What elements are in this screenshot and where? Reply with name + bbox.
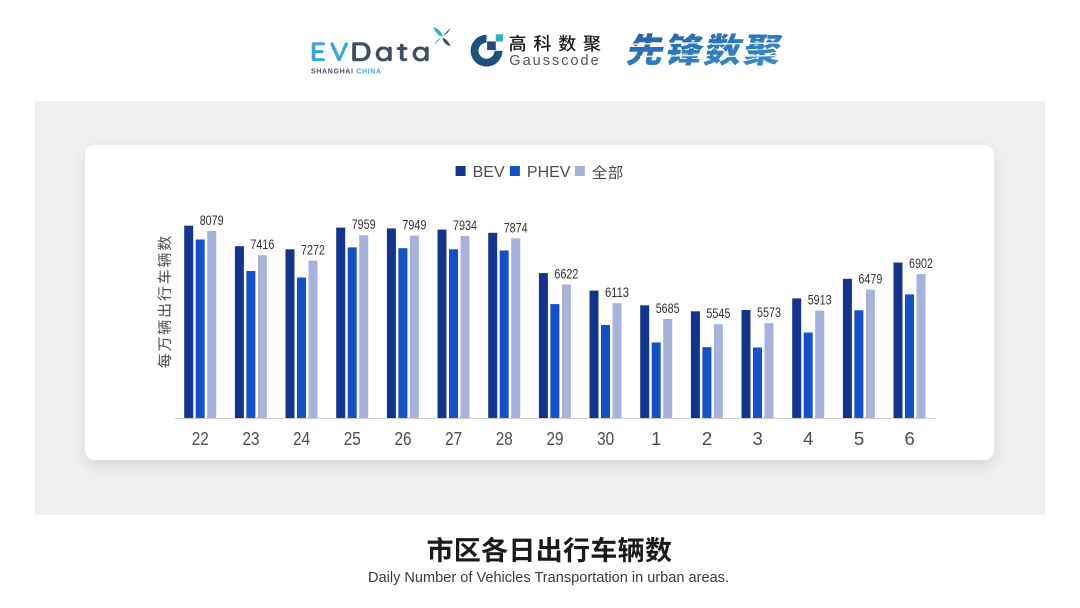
svg-text:5913: 5913 (808, 293, 832, 308)
svg-text:Gausscode: Gausscode (509, 53, 600, 69)
svg-text:29: 29 (547, 428, 564, 449)
svg-text:BEV: BEV (473, 164, 505, 181)
svg-text:28: 28 (496, 428, 513, 449)
svg-text:27: 27 (445, 428, 462, 449)
svg-text:8079: 8079 (200, 213, 224, 228)
svg-text:30: 30 (597, 428, 614, 449)
svg-text:6113: 6113 (605, 285, 629, 300)
svg-text:6479: 6479 (858, 272, 882, 287)
svg-text:7874: 7874 (504, 220, 528, 235)
svg-text:PHEV: PHEV (527, 164, 571, 181)
svg-text:6902: 6902 (909, 256, 933, 271)
svg-text:5685: 5685 (656, 301, 680, 316)
svg-text:2: 2 (702, 428, 712, 449)
svg-text:24: 24 (293, 428, 310, 449)
svg-text:7416: 7416 (250, 237, 274, 252)
svg-text:6622: 6622 (554, 267, 578, 282)
svg-text:5: 5 (854, 428, 864, 449)
svg-text:1: 1 (651, 428, 661, 449)
svg-text:Daily Number of Vehicles Trans: Daily Number of Vehicles Transportation … (368, 570, 729, 586)
svg-text:5545: 5545 (706, 306, 730, 321)
svg-text:26: 26 (395, 428, 412, 449)
svg-text:23: 23 (243, 428, 260, 449)
svg-text:5573: 5573 (757, 305, 781, 320)
svg-text:6: 6 (904, 428, 914, 449)
svg-text:7959: 7959 (352, 217, 376, 232)
svg-text:7272: 7272 (301, 243, 325, 258)
svg-text:7949: 7949 (402, 218, 426, 233)
svg-text:4: 4 (803, 428, 813, 449)
svg-text:7934: 7934 (453, 218, 477, 233)
svg-text:25: 25 (344, 428, 361, 449)
svg-text:SHANGHAI CHINA: SHANGHAI CHINA (311, 68, 382, 75)
svg-text:3: 3 (752, 428, 762, 449)
svg-text:22: 22 (192, 428, 209, 449)
